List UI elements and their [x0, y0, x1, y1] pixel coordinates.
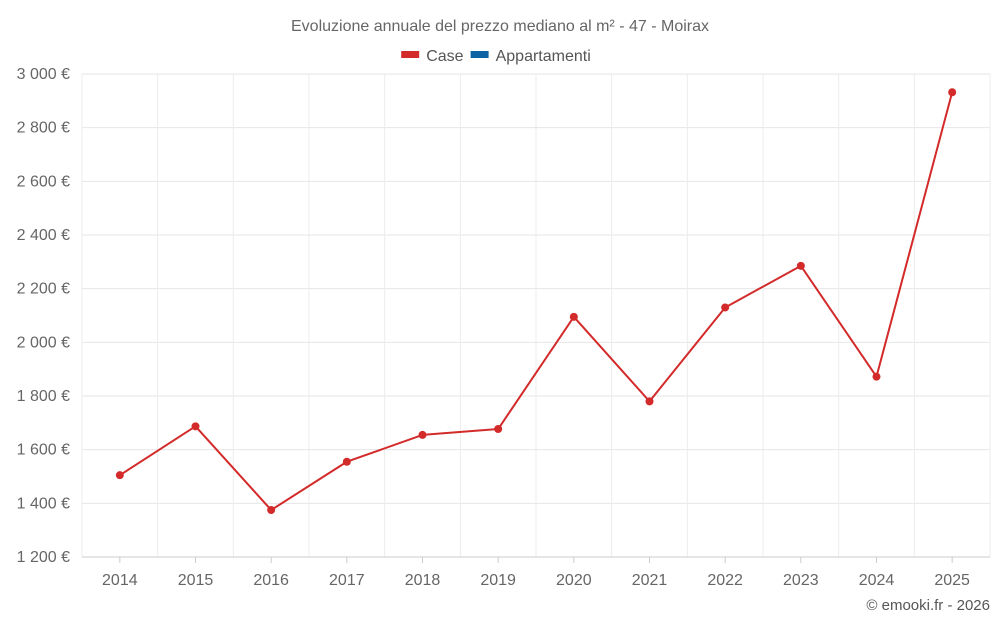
x-tick-label: 2025 [934, 572, 970, 589]
legend-label: Appartamenti [496, 48, 591, 65]
x-tick-label: 2017 [329, 572, 365, 589]
y-tick-label: 3 000 € [17, 66, 70, 83]
data-point [115, 471, 124, 480]
y-tick-label: 2 400 € [17, 227, 70, 244]
y-tick-label: 1 800 € [17, 388, 70, 405]
x-tick-label: 2024 [859, 572, 895, 589]
y-tick-label: 2 000 € [17, 334, 70, 351]
grid [81, 73, 991, 558]
data-point [721, 303, 730, 312]
data-point [267, 506, 276, 515]
data-point [796, 261, 805, 270]
x-tick-label: 2016 [253, 572, 289, 589]
x-axis: 2014 2015 2016 2017 2018 2019 2020 2021 2022 2023… [82, 556, 990, 589]
legend: Case Appartamenti [401, 48, 591, 65]
data-point [418, 430, 427, 439]
y-tick-label: 2 200 € [17, 281, 70, 298]
y-tick-label: 1 600 € [17, 442, 70, 459]
data-point [872, 372, 881, 381]
y-tick-label: 2 800 € [17, 120, 70, 137]
x-tick-label: 2022 [707, 572, 743, 589]
legend-swatch [401, 51, 420, 58]
x-tick-label: 2018 [405, 572, 441, 589]
legend-label: Case [426, 48, 463, 65]
x-tick-label: 2021 [632, 572, 668, 589]
series-layer [115, 88, 957, 515]
data-point [342, 457, 351, 466]
chart-title: Evoluzione annuale del prezzo mediano al… [291, 18, 709, 35]
y-tick-label: 1 400 € [17, 495, 70, 512]
y-tick-label: 1 200 € [17, 549, 70, 566]
x-tick-label: 2020 [556, 572, 592, 589]
data-point [948, 88, 957, 97]
x-tick-label: 2014 [102, 572, 138, 589]
x-tick-label: 2019 [480, 572, 516, 589]
x-tick-label: 2015 [178, 572, 214, 589]
legend-swatch [470, 51, 489, 58]
y-tick-label: 2 600 € [17, 173, 70, 190]
data-point [645, 397, 654, 406]
data-point [569, 312, 578, 321]
data-point [494, 425, 503, 434]
credit-label: © emooki.fr - 2026 [866, 597, 990, 614]
series-line [119, 91, 954, 512]
x-tick-label: 2023 [783, 572, 819, 589]
data-point [191, 422, 200, 431]
y-axis: 1 200 € 1 400 € 1 600 € 1 800 € 2 000 € 2 200… [17, 66, 70, 566]
